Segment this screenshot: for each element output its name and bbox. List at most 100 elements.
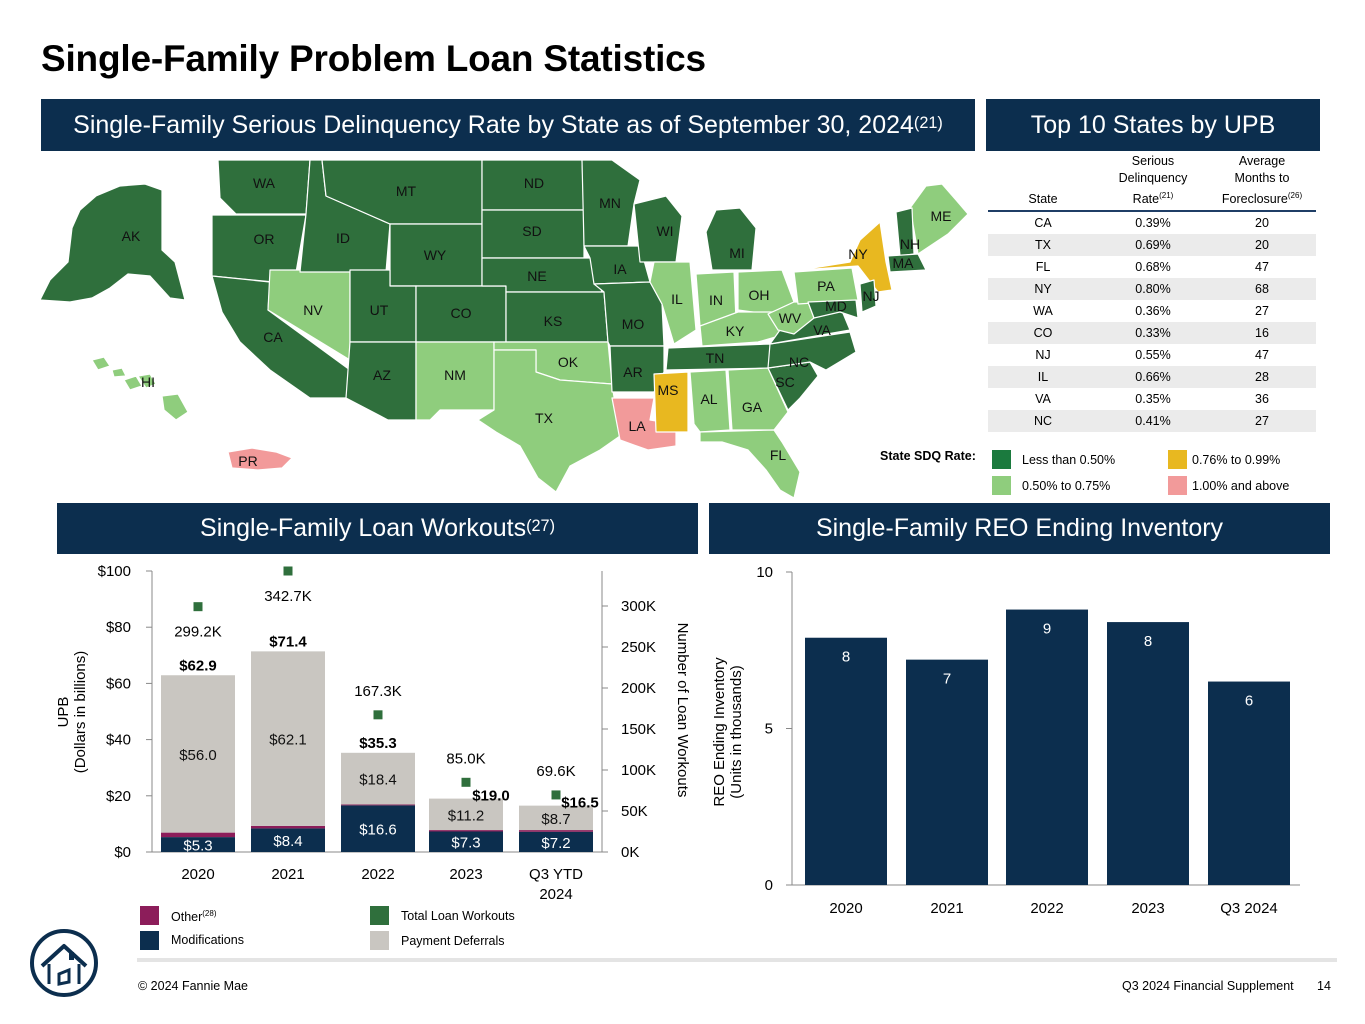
cell-rate: 0.41% (1098, 410, 1208, 433)
table-row: CO 0.33% 16 (988, 322, 1316, 345)
state-pa (793, 267, 859, 305)
reo-bar-label: 7 (943, 671, 951, 688)
state-label-ut: UT (370, 302, 389, 318)
state-label-ca: CA (263, 329, 283, 345)
table-row: NJ 0.55% 47 (988, 344, 1316, 366)
label-modifications: $7.2 (541, 835, 570, 852)
bar-payment-deferrals (519, 805, 593, 831)
reo-y-axis-title: REO Ending Inventory(Units in thousands) (711, 657, 745, 807)
bar-other (519, 830, 593, 832)
state-label-wi: WI (656, 223, 673, 239)
x-tick-label: Q3 YTD 2024 (529, 866, 583, 903)
state-label-wv: WV (779, 310, 802, 326)
cell-months: 36 (1255, 392, 1269, 407)
label-modifications: $16.6 (359, 822, 397, 839)
reo-banner-text: Single-Family REO Ending Inventory (815, 514, 1224, 542)
col-months-sup: (26) (1287, 191, 1303, 200)
state-label-nd: ND (524, 175, 544, 191)
state-nj (859, 279, 877, 313)
y-tick-label: $80 (106, 619, 131, 636)
cell-months: 47 (1255, 348, 1269, 363)
workouts-marker-label: 85.0K (446, 750, 485, 767)
label-deferrals: $18.4 (359, 772, 397, 789)
workouts-marker-label: 69.6K (536, 763, 575, 780)
label-deferrals: $8.7 (541, 811, 570, 828)
bar-modifications (519, 831, 593, 852)
y2-tick-label: 250K (621, 639, 656, 656)
us-map: AK HI PR WA OR CA NV ID MT WY UT AZ CO NM ND SD NE KS OK TX… (39, 159, 969, 499)
state-md (807, 299, 859, 319)
state-label-pr: PR (238, 453, 257, 469)
legend-label-076-099: 0.76% to 0.99% (1192, 453, 1281, 467)
col-sdq-l3: Rate (1132, 192, 1160, 207)
workouts-marker (373, 710, 383, 720)
state-il (649, 261, 697, 345)
state-label-wy: WY (424, 247, 447, 263)
reo-bar-label: 8 (1144, 633, 1152, 650)
cell-state: IL (988, 366, 1098, 389)
cell-state: WA (1033, 304, 1053, 319)
map-banner-text: Single-Family Serious Delinquency Rate b… (73, 110, 914, 139)
state-label-tx: TX (535, 410, 554, 426)
state-label-wa: WA (253, 175, 276, 191)
label-total: $19.0 (472, 788, 510, 805)
cell-rate: 0.66% (1098, 366, 1208, 389)
y2-tick-label: 150K (621, 721, 656, 738)
cell-months: 20 (1208, 234, 1316, 257)
bar-modifications (161, 837, 235, 852)
label-total: $16.5 (561, 795, 599, 812)
cell-state: FL (1035, 260, 1051, 275)
sdq-legend: State SDQ Rate: Less than 0.50% 0.76% to… (870, 440, 1330, 500)
workouts-marker (551, 790, 561, 800)
bar-payment-deferrals (341, 752, 415, 805)
state-label-pa: PA (817, 278, 835, 294)
state-wa (217, 159, 311, 215)
y2-tick-label: 200K (621, 680, 656, 697)
reo-bar (1107, 622, 1189, 885)
state-tx (477, 349, 621, 493)
legend-label-other: Other(28) (171, 909, 217, 924)
y-axis-title: UPB(Dollars in billions) (55, 651, 89, 774)
cell-months: 20 (1255, 216, 1269, 231)
reo-bar-label: 9 (1043, 621, 1051, 638)
workouts-banner-text: Single-Family Loan Workouts (200, 514, 527, 542)
table-row: TX 0.69% 20 (988, 234, 1316, 257)
workouts-banner: Single-Family Loan Workouts (27) (57, 503, 698, 554)
house-logo-icon (30, 929, 98, 997)
state-label-nj: NJ (862, 288, 879, 304)
x-tick-label: 2020 (181, 866, 214, 883)
label-modifications: $8.4 (273, 833, 302, 850)
y-tick-label: $0 (114, 844, 131, 861)
map-banner: Single-Family Serious Delinquency Rate b… (41, 99, 975, 151)
state-me (909, 183, 969, 255)
state-label-la: LA (628, 418, 646, 434)
reo-bar (805, 637, 887, 885)
state-ny (799, 221, 893, 293)
bar-other (251, 825, 325, 829)
state-label-ne: NE (527, 268, 546, 284)
table-row: FL 0.68% 47 (988, 256, 1316, 278)
workouts-marker-label: 299.2K (174, 624, 222, 641)
bar-payment-deferrals (161, 675, 235, 833)
legend-swatch-deferrals (370, 931, 389, 950)
bar-modifications (251, 828, 325, 852)
state-label-me: ME (931, 208, 952, 224)
state-label-in: IN (709, 292, 723, 308)
cell-months: 27 (1255, 304, 1269, 319)
label-total: $35.3 (359, 735, 397, 752)
state-label-mn: MN (599, 195, 621, 211)
y-tick-label: $60 (106, 675, 131, 692)
state-label-ga: GA (742, 399, 763, 415)
state-az (345, 341, 417, 421)
state-ma (887, 253, 927, 273)
legend-label-050-075: 0.50% to 0.75% (1022, 479, 1111, 493)
table-row: WA 0.36% 27 (988, 300, 1316, 322)
state-label-az: AZ (373, 367, 391, 383)
cell-rate: 0.39% (1135, 216, 1171, 231)
reo-x-tick-label: 2020 (829, 900, 862, 917)
state-label-mt: MT (396, 183, 417, 199)
page-title: Single-Family Problem Loan Statistics (41, 38, 706, 79)
state-label-ky: KY (726, 323, 745, 339)
state-label-nc: NC (789, 354, 809, 370)
legend-label-ge100: 1.00% and above (1192, 479, 1290, 493)
